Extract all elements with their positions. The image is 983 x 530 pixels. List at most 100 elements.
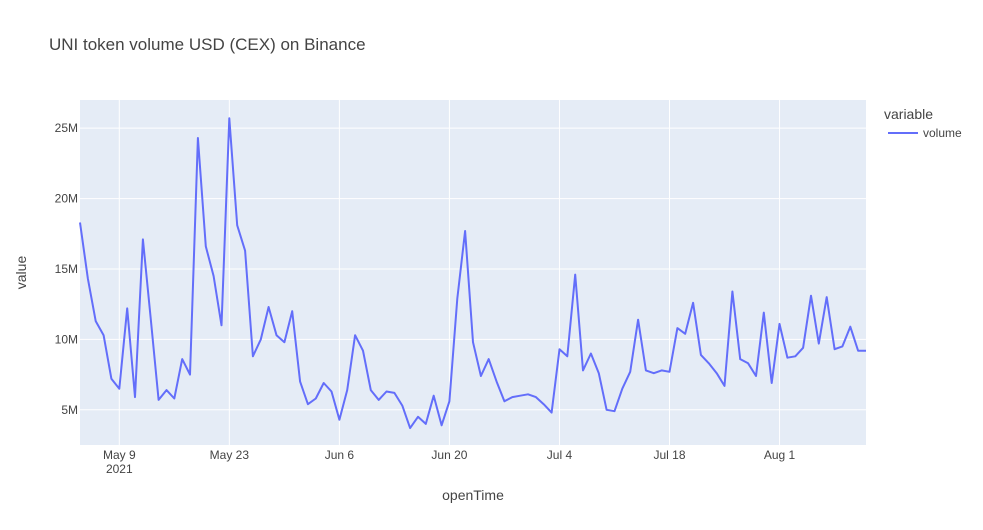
data-point[interactable] — [79, 222, 80, 223]
data-point[interactable] — [245, 250, 246, 251]
data-point[interactable] — [87, 278, 88, 279]
data-point[interactable] — [457, 298, 458, 299]
data-point[interactable] — [378, 399, 379, 400]
data-point[interactable] — [567, 356, 568, 357]
data-point[interactable] — [362, 350, 363, 351]
data-point[interactable] — [150, 318, 151, 319]
data-point[interactable] — [732, 291, 733, 292]
data-point[interactable] — [339, 419, 340, 420]
data-point[interactable] — [669, 371, 670, 372]
data-point[interactable] — [292, 311, 293, 312]
legend[interactable]: variable volume — [884, 106, 962, 140]
data-point[interactable] — [394, 392, 395, 393]
data-point[interactable] — [268, 306, 269, 307]
data-point[interactable] — [535, 397, 536, 398]
data-point[interactable] — [818, 343, 819, 344]
data-point[interactable] — [276, 335, 277, 336]
data-point[interactable] — [803, 347, 804, 348]
data-point[interactable] — [708, 363, 709, 364]
data-point[interactable] — [504, 401, 505, 402]
data-point[interactable] — [787, 357, 788, 358]
data-point[interactable] — [386, 391, 387, 392]
data-point[interactable] — [559, 349, 560, 350]
data-point[interactable] — [229, 118, 230, 119]
data-point[interactable] — [748, 363, 749, 364]
data-point[interactable] — [582, 370, 583, 371]
data-point[interactable] — [307, 404, 308, 405]
data-point[interactable] — [205, 246, 206, 247]
data-point[interactable] — [795, 356, 796, 357]
data-point[interactable] — [221, 325, 222, 326]
data-point[interactable] — [661, 370, 662, 371]
data-point[interactable] — [755, 375, 756, 376]
data-point[interactable] — [402, 405, 403, 406]
data-point[interactable] — [638, 319, 639, 320]
data-point[interactable] — [645, 370, 646, 371]
data-point[interactable] — [95, 321, 96, 322]
data-point[interactable] — [677, 328, 678, 329]
data-point[interactable] — [496, 381, 497, 382]
data-point[interactable] — [858, 350, 859, 351]
data-point[interactable] — [158, 399, 159, 400]
data-point[interactable] — [488, 359, 489, 360]
data-point[interactable] — [284, 342, 285, 343]
data-point[interactable] — [417, 416, 418, 417]
data-point[interactable] — [740, 359, 741, 360]
data-point[interactable] — [315, 398, 316, 399]
data-point[interactable] — [480, 375, 481, 376]
data-point[interactable] — [103, 335, 104, 336]
data-point[interactable] — [323, 382, 324, 383]
data-point[interactable] — [370, 390, 371, 391]
data-point[interactable] — [724, 385, 725, 386]
data-point[interactable] — [716, 373, 717, 374]
data-point[interactable] — [527, 394, 528, 395]
data-point[interactable] — [551, 412, 552, 413]
data-point[interactable] — [771, 382, 772, 383]
data-point[interactable] — [174, 398, 175, 399]
data-point[interactable] — [189, 374, 190, 375]
data-point[interactable] — [575, 274, 576, 275]
data-point[interactable] — [606, 409, 607, 410]
data-point[interactable] — [850, 326, 851, 327]
data-point[interactable] — [425, 423, 426, 424]
data-point[interactable] — [685, 333, 686, 334]
data-point[interactable] — [441, 425, 442, 426]
legend-item-volume[interactable]: volume — [888, 126, 962, 140]
data-point[interactable] — [630, 371, 631, 372]
data-point[interactable] — [111, 378, 112, 379]
data-point[interactable] — [331, 391, 332, 392]
data-point[interactable] — [520, 395, 521, 396]
data-point[interactable] — [598, 373, 599, 374]
data-point[interactable] — [834, 349, 835, 350]
data-point[interactable] — [472, 342, 473, 343]
data-point[interactable] — [763, 312, 764, 313]
data-point[interactable] — [614, 411, 615, 412]
data-point[interactable] — [237, 225, 238, 226]
data-point[interactable] — [166, 390, 167, 391]
data-point[interactable] — [347, 390, 348, 391]
data-point[interactable] — [260, 339, 261, 340]
data-point[interactable] — [842, 346, 843, 347]
data-point[interactable] — [142, 239, 143, 240]
data-point[interactable] — [622, 388, 623, 389]
data-point[interactable] — [134, 397, 135, 398]
data-point[interactable] — [512, 397, 513, 398]
data-point[interactable] — [213, 275, 214, 276]
data-point[interactable] — [449, 401, 450, 402]
data-point[interactable] — [653, 373, 654, 374]
data-point[interactable] — [410, 428, 411, 429]
data-point[interactable] — [700, 354, 701, 355]
data-point[interactable] — [433, 395, 434, 396]
data-point[interactable] — [300, 381, 301, 382]
data-point[interactable] — [865, 350, 866, 351]
data-point[interactable] — [197, 137, 198, 138]
data-point[interactable] — [465, 230, 466, 231]
data-point[interactable] — [355, 335, 356, 336]
data-point[interactable] — [127, 308, 128, 309]
data-point[interactable] — [810, 295, 811, 296]
data-point[interactable] — [543, 404, 544, 405]
data-point[interactable] — [826, 297, 827, 298]
data-point[interactable] — [693, 302, 694, 303]
data-point[interactable] — [252, 356, 253, 357]
data-point[interactable] — [590, 353, 591, 354]
